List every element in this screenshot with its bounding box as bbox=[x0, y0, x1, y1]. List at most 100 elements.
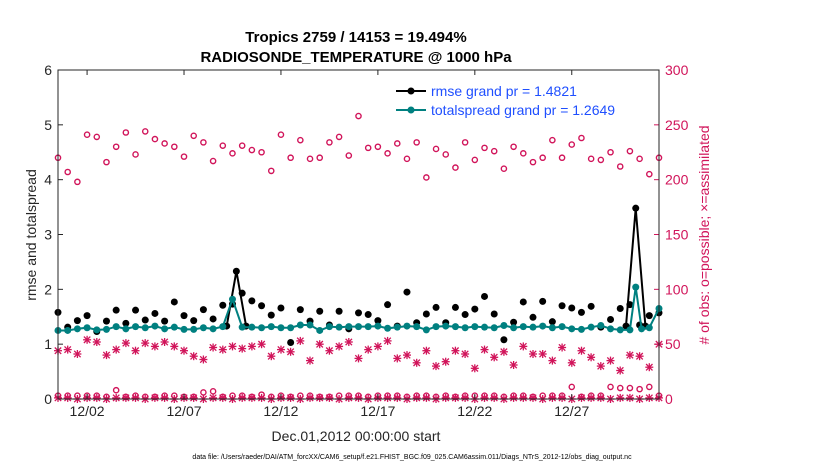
series-point bbox=[296, 306, 304, 314]
legend-marker-rmse bbox=[407, 87, 415, 95]
assimilated-marker bbox=[150, 342, 159, 351]
possible-marker bbox=[326, 139, 333, 146]
possible-marker bbox=[646, 170, 653, 178]
series-point bbox=[151, 322, 159, 330]
assimilated-marker bbox=[141, 339, 150, 348]
possible-marker bbox=[442, 151, 450, 158]
assimilated-marker bbox=[189, 393, 198, 402]
assimilated-marker bbox=[441, 393, 450, 402]
series-point bbox=[248, 323, 256, 331]
legend: rmse grand pr = 1.4821 totalspread grand… bbox=[396, 83, 615, 118]
series-point bbox=[277, 324, 285, 332]
series-point bbox=[73, 325, 81, 333]
assimilated-marker bbox=[461, 350, 470, 358]
possible-marker bbox=[616, 163, 624, 170]
series-point bbox=[335, 323, 343, 331]
assimilated-marker bbox=[587, 393, 596, 402]
assimilated-marker bbox=[228, 342, 237, 351]
series-point bbox=[219, 301, 227, 309]
y-tick-label-right: 300 bbox=[665, 62, 689, 78]
series-point bbox=[451, 303, 459, 311]
series-point bbox=[316, 326, 324, 334]
assimilated-marker bbox=[393, 393, 402, 402]
possible-marker bbox=[490, 147, 498, 155]
assimilated-marker bbox=[606, 356, 615, 365]
assimilated-marker bbox=[73, 350, 82, 358]
assimilated-marker bbox=[209, 343, 218, 352]
series-point bbox=[597, 322, 605, 330]
data-layer bbox=[54, 112, 663, 403]
series-point bbox=[632, 283, 640, 291]
series-point bbox=[529, 323, 537, 331]
assimilated-marker bbox=[354, 354, 363, 363]
possible-marker bbox=[141, 128, 149, 135]
possible-marker bbox=[626, 384, 634, 392]
y-axis-label-left: rmse and totalspread bbox=[23, 169, 39, 301]
assimilated-marker bbox=[121, 393, 130, 402]
assimilated-marker bbox=[383, 336, 392, 345]
series-point bbox=[209, 325, 217, 333]
assimilated-marker bbox=[509, 393, 518, 402]
assimilated-marker bbox=[393, 354, 402, 363]
assimilated-marker bbox=[92, 338, 101, 346]
series-point bbox=[471, 323, 479, 331]
series-point bbox=[132, 306, 140, 314]
assimilated-marker bbox=[645, 363, 654, 372]
series-point bbox=[422, 310, 430, 318]
possible-marker bbox=[616, 384, 624, 392]
series-point bbox=[529, 313, 537, 321]
series-point bbox=[510, 324, 518, 332]
series-point bbox=[112, 323, 120, 331]
possible-marker bbox=[384, 150, 391, 157]
possible-marker bbox=[316, 154, 324, 162]
series-point bbox=[374, 322, 382, 330]
possible-marker bbox=[646, 383, 653, 391]
series-point bbox=[325, 323, 333, 331]
assimilated-marker bbox=[499, 347, 508, 356]
series-point bbox=[577, 308, 585, 316]
x-tick-label: 12/27 bbox=[554, 403, 589, 419]
series-point bbox=[568, 325, 576, 333]
series-point bbox=[219, 323, 227, 331]
assimilated-marker bbox=[238, 344, 247, 353]
possible-marker bbox=[607, 383, 614, 391]
chart-subtitle: RADIOSONDE_TEMPERATURE @ 1000 hPa bbox=[200, 49, 512, 66]
series-point bbox=[132, 323, 140, 331]
y-tick-label-left: 4 bbox=[44, 172, 52, 188]
assimilated-marker bbox=[509, 361, 518, 369]
assimilated-marker bbox=[616, 393, 625, 402]
assimilated-marker bbox=[451, 346, 460, 355]
possible-marker bbox=[171, 143, 178, 151]
possible-marker bbox=[568, 141, 576, 148]
series-point bbox=[616, 305, 624, 313]
y-tick-label-left: 3 bbox=[44, 227, 52, 243]
series-point bbox=[267, 311, 275, 319]
series-point bbox=[645, 324, 653, 332]
possible-marker bbox=[122, 129, 130, 136]
x-axis-label: Dec.01,2012 00:00:00 start bbox=[272, 428, 441, 444]
series-point bbox=[296, 321, 304, 329]
assimilated-marker bbox=[112, 393, 121, 402]
series-point bbox=[170, 298, 178, 306]
possible-marker bbox=[345, 152, 353, 159]
series-point bbox=[64, 326, 72, 334]
series-point bbox=[432, 323, 440, 331]
assimilated-marker bbox=[596, 393, 605, 402]
series-point bbox=[548, 324, 556, 332]
series-point bbox=[384, 301, 392, 309]
y-tick-label-right: 200 bbox=[665, 172, 689, 188]
assimilated-marker bbox=[441, 357, 450, 366]
series-point bbox=[481, 323, 489, 331]
possible-marker bbox=[626, 147, 634, 155]
possible-marker bbox=[578, 134, 585, 142]
possible-marker bbox=[587, 155, 595, 163]
assimilated-marker bbox=[577, 346, 586, 355]
series-point bbox=[287, 339, 295, 347]
assimilated-marker bbox=[102, 351, 111, 360]
series-point bbox=[558, 302, 566, 310]
possible-marker bbox=[200, 139, 207, 146]
series-point bbox=[384, 324, 392, 332]
possible-marker bbox=[549, 136, 556, 144]
possible-marker bbox=[452, 164, 459, 171]
assimilated-marker bbox=[645, 393, 654, 402]
